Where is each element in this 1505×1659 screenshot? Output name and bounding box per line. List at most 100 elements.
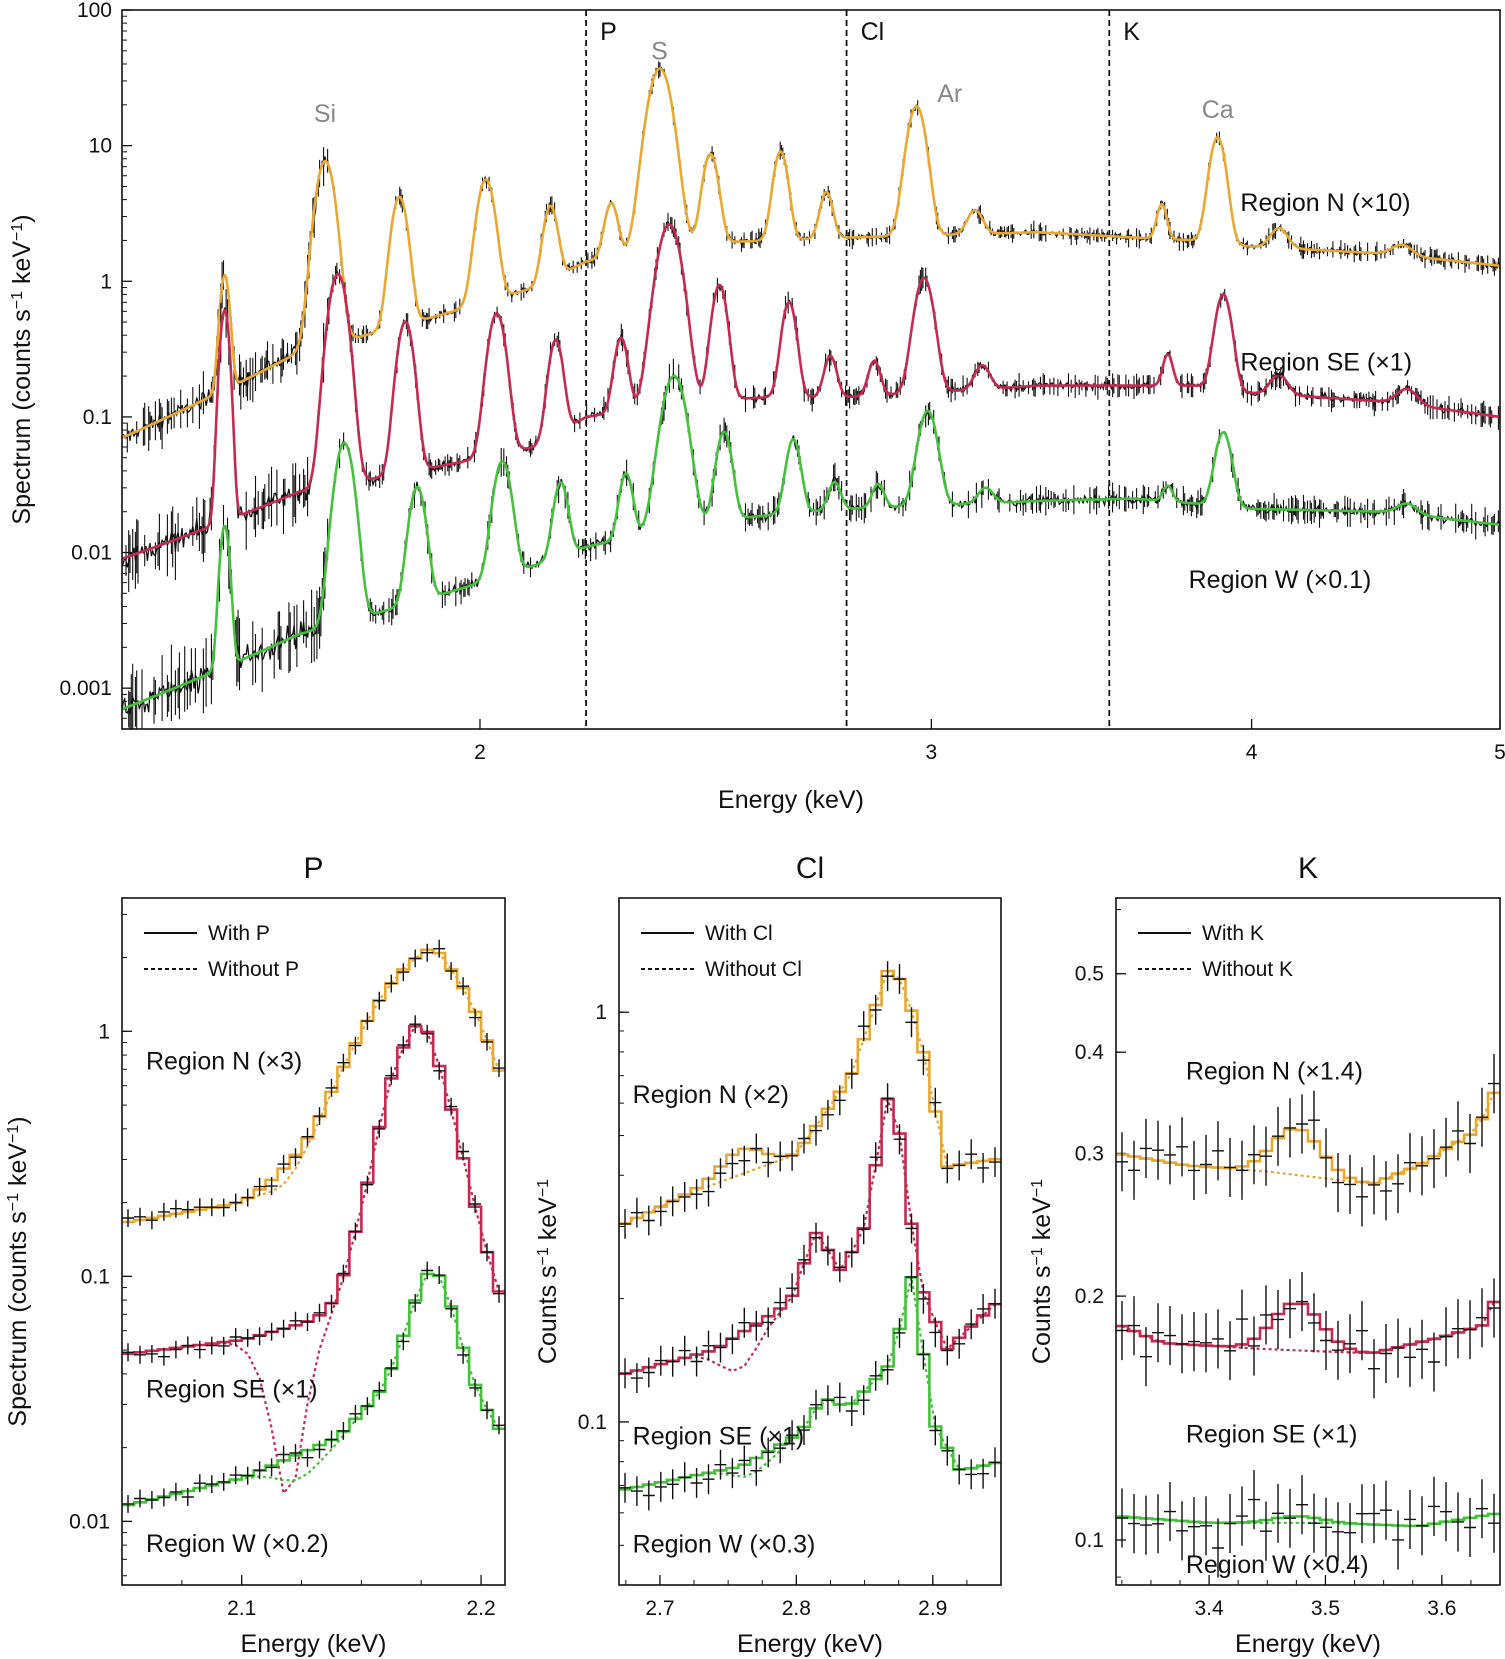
model-with-curve (1116, 1300, 1500, 1354)
model-with-curve (1116, 1512, 1500, 1528)
data-crosses (1116, 1054, 1500, 1227)
y-tick-label: 0.3 (1075, 1142, 1104, 1165)
model-without-curve (624, 1277, 996, 1491)
data-crosses (122, 1015, 505, 1366)
element-label-s: S (651, 38, 668, 66)
model-with-curve (122, 1024, 505, 1355)
element-label-ar: Ar (937, 80, 962, 108)
model-with-curve (1116, 1091, 1500, 1185)
series-label: Region N (×2) (633, 1081, 789, 1109)
x-tick-label: 2.2 (466, 1597, 495, 1620)
x-tick-label: 3.6 (1427, 1597, 1456, 1620)
series-label: Region N (×3) (146, 1047, 302, 1075)
y-tick-label: 0.2 (1075, 1285, 1104, 1308)
model-without-curve (127, 1024, 501, 1496)
y-tick-label: 0.1 (81, 1265, 110, 1288)
x-tick-label: 2.1 (227, 1597, 256, 1620)
plot-frame (1115, 897, 1501, 1586)
x-tick-label: 5 (1494, 741, 1505, 764)
panel-title: Cl (796, 852, 824, 885)
y-tick-label: 100 (77, 0, 112, 22)
data-crosses (619, 1262, 1001, 1511)
series-label: Region W (×0.4) (1186, 1551, 1369, 1579)
panel-title: K (1298, 852, 1318, 885)
y-tick-label: 0.01 (69, 1510, 110, 1533)
data-crosses (1116, 1470, 1500, 1578)
series-label: Region W (×0.3) (633, 1531, 816, 1559)
panel-potassium: K 0.5 0.4 0.3 0.2 0.1 3.4 3.5 3.6 With K Without K… (1028, 852, 1501, 1658)
data-crosses (619, 1083, 1001, 1393)
legend: With P Without P (144, 922, 299, 981)
x-tick-label: 3.5 (1311, 1597, 1340, 1620)
data-crosses (1116, 1272, 1500, 1399)
x-tick-label: 2 (474, 741, 486, 764)
series-label: Region W (×0.2) (146, 1530, 329, 1558)
x-axis-label: Energy (keV) (1235, 1630, 1381, 1658)
panel-chlorine: Cl 1 0.1 2.7 2.8 2.9 With Cl Without Cl Region N… (534, 852, 1002, 1658)
y-tick-label: 0.01 (71, 542, 112, 565)
y-tick-label: 1 (98, 1020, 110, 1043)
model-with-curve (122, 948, 505, 1224)
y-tick-label: 1 (100, 270, 112, 293)
plot-frame (121, 9, 1501, 730)
panel-phosphorus: P 1 0.1 0.01 2.1 2.2 With P Without P Region N (… (4, 852, 506, 1658)
legend-dashed-label: Without P (208, 958, 299, 981)
x-tick-label: 3.4 (1194, 1597, 1224, 1620)
legend-dashed-label: Without Cl (705, 958, 802, 981)
y-axis-label: Counts s−1 keV−1 (1028, 1179, 1056, 1364)
data-crosses (122, 1261, 505, 1513)
element-label-si: Si (314, 100, 336, 128)
series-label: Region N (×1.4) (1186, 1058, 1363, 1086)
data-errorbars (125, 212, 1500, 593)
series-label: Region W (×0.1) (1189, 566, 1372, 594)
y-tick-label: 0.5 (1075, 963, 1104, 986)
legend: With K Without K (1138, 922, 1293, 981)
data-crosses (122, 939, 505, 1230)
y-tick-label: 1 (595, 1001, 607, 1024)
model-curve (122, 374, 1500, 711)
y-tick-label: 10 (89, 135, 112, 158)
legend-solid-label: With K (1202, 922, 1264, 945)
element-line-label-cl: Cl (861, 18, 885, 46)
series-label: Region SE (×1) (1186, 1420, 1358, 1448)
x-axis-label: Energy (keV) (737, 1630, 883, 1658)
plot-frame (121, 897, 506, 1586)
y-axis-label: Counts s−1 keV−1 (534, 1179, 562, 1364)
x-tick-label: 3 (926, 741, 938, 764)
model-curve (122, 223, 1500, 560)
model-without-curve (127, 948, 501, 1224)
legend-solid-label: With Cl (705, 922, 773, 945)
x-axis-label: Energy (keV) (241, 1630, 387, 1658)
x-axis-label: Energy (keV) (718, 786, 864, 814)
series-label: Region SE (×1) (1240, 348, 1412, 376)
series-label: Region SE (×1) (146, 1376, 318, 1404)
x-tick-label: 2.8 (782, 1597, 811, 1620)
y-tick-label: 0.1 (578, 1411, 607, 1434)
x-tick-label: 2.7 (645, 1597, 674, 1620)
element-line-label-p: P (600, 18, 617, 46)
element-label-ca: Ca (1202, 96, 1234, 124)
data-crosses (619, 961, 1001, 1239)
element-line-label-k: K (1123, 18, 1140, 46)
data-errorbars (128, 358, 1499, 729)
y-axis-label: Spectrum (counts s−1 keV−1) (4, 1116, 32, 1426)
model-curve (122, 67, 1500, 440)
y-tick-label: 0.001 (59, 677, 112, 700)
plot-frame (618, 897, 1002, 1586)
x-tick-label: 4 (1246, 741, 1258, 764)
main-spectrum-chart: 100 10 1 0.1 0.01 0.001 2 3 4 5 P Cl K Si S Ar Ca Region … (8, 0, 1505, 814)
y-tick-label: 0.1 (1075, 1529, 1104, 1552)
model-with-curve (619, 1276, 1001, 1491)
x-tick-label: 2.9 (918, 1597, 947, 1620)
model-without-curve (127, 1272, 500, 1507)
y-axis-label: Spectrum (counts s−1 keV−1) (8, 214, 36, 524)
series-label: Region SE (×1) (633, 1423, 805, 1451)
series-label: Region N (×10) (1240, 189, 1410, 217)
legend-solid-label: With P (208, 922, 270, 945)
legend-dashed-label: Without K (1202, 958, 1293, 981)
panel-title: P (303, 852, 323, 885)
y-tick-label: 0.4 (1075, 1041, 1105, 1064)
legend: With Cl Without Cl (641, 922, 802, 981)
y-tick-label: 0.1 (83, 406, 112, 429)
